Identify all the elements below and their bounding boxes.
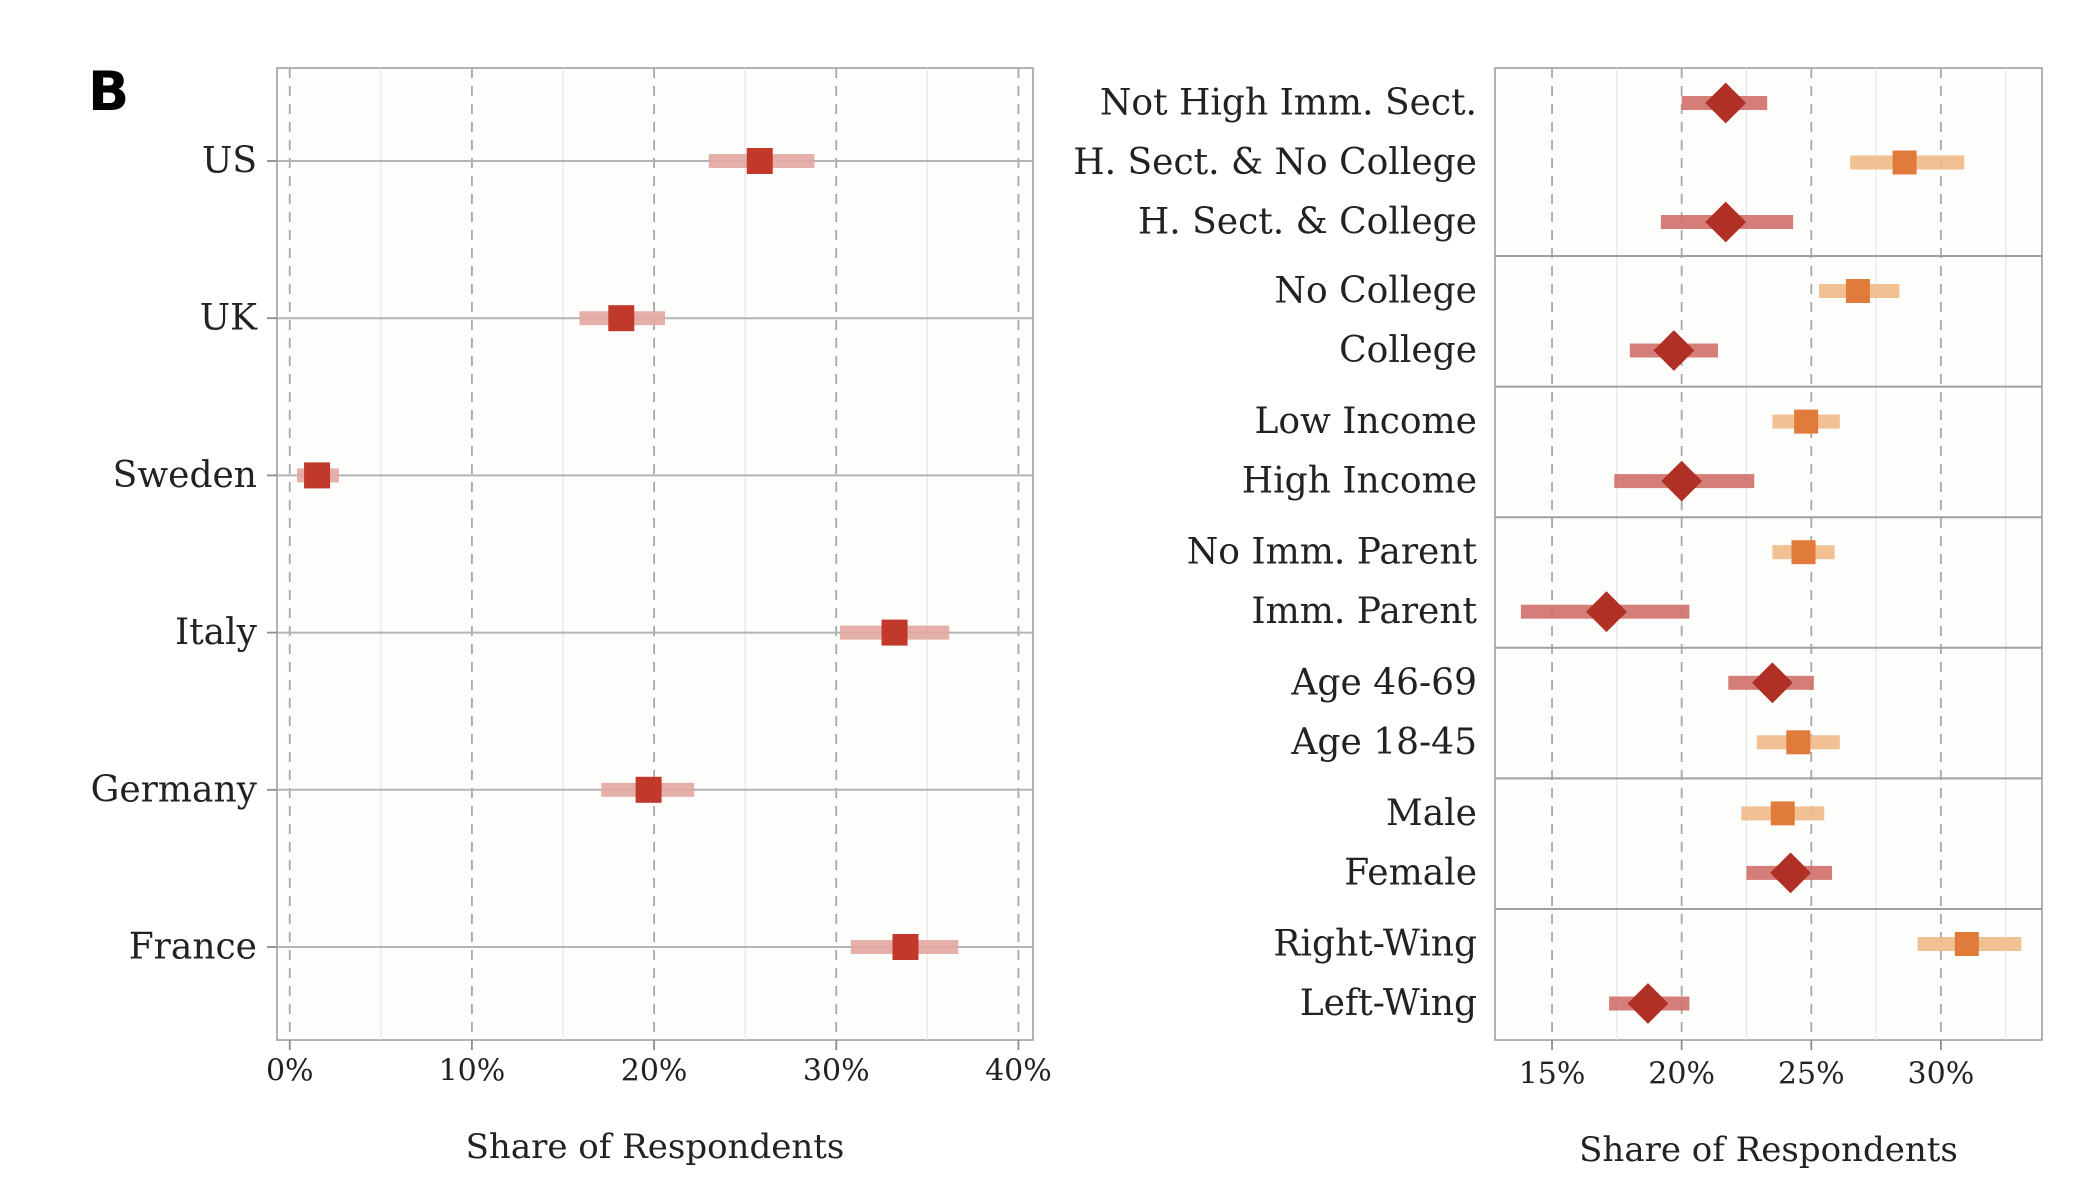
- left-chart-panel: US UK Sweden Italy Germany France 0% 10% 20% 30% 4…: [91, 67, 1052, 1167]
- x-tick-label: 0%: [266, 1054, 314, 1089]
- y-tick-label: Male: [1386, 793, 1477, 834]
- y-tick-label: Germany: [91, 769, 258, 810]
- y-tick-label: Imm. Parent: [1251, 591, 1477, 632]
- x-axis-title: Share of Respondents: [466, 1127, 845, 1167]
- data-point: [1770, 801, 1795, 826]
- data-point: [635, 776, 662, 803]
- y-tick-label: Right-Wing: [1273, 924, 1477, 965]
- y-tick-label: Age 46-69: [1290, 662, 1477, 703]
- y-tick-label: H. Sect. & College: [1138, 202, 1477, 243]
- y-tick-label: Italy: [175, 612, 258, 653]
- x-tick-label: 40%: [985, 1054, 1052, 1089]
- data-point: [1653, 330, 1695, 371]
- y-tick-label: UK: [200, 298, 258, 339]
- plot-area: [276, 67, 1034, 1041]
- data-point: [1661, 460, 1703, 502]
- x-tick-label: 25%: [1778, 1057, 1845, 1092]
- data-point: [1954, 932, 1979, 956]
- y-tick-label: Left-Wing: [1300, 983, 1477, 1024]
- data-point: [608, 305, 635, 332]
- data-point: [1786, 730, 1811, 755]
- plot-area: [1494, 67, 2043, 1041]
- y-tick-label: Not High Imm. Sect.: [1100, 83, 1477, 124]
- y-tick-label: H. Sect. & No College: [1073, 142, 1477, 183]
- data-point: [746, 148, 773, 174]
- x-axis-title: Share of Respondents: [1579, 1130, 1958, 1170]
- data-point: [1627, 983, 1669, 1024]
- panel-label: B: [88, 60, 129, 123]
- data-point: [1845, 279, 1870, 303]
- data-point: [1751, 662, 1793, 704]
- y-tick-label: No College: [1274, 271, 1477, 312]
- x-tick-label: 20%: [621, 1054, 688, 1089]
- y-tick-label: France: [129, 927, 257, 968]
- data-point: [892, 934, 919, 960]
- x-tick-label: 20%: [1648, 1057, 1715, 1092]
- y-tick-label: Sweden: [113, 455, 257, 496]
- data-point: [1705, 201, 1747, 243]
- x-tick-label: 30%: [1908, 1057, 1975, 1092]
- data-point: [1586, 591, 1627, 633]
- data-point: [304, 462, 331, 489]
- y-tick-label: Female: [1344, 852, 1477, 893]
- y-tick-label: US: [202, 141, 257, 182]
- data-point: [1892, 150, 1917, 175]
- data-point: [1794, 409, 1819, 434]
- y-tick-label: High Income: [1242, 461, 1477, 502]
- data-point: [881, 619, 908, 646]
- right-chart-panel: Not High Imm. Sect. H. Sect. & No College…: [1073, 67, 2043, 1170]
- data-point: [1791, 540, 1816, 565]
- x-tick-label: 15%: [1519, 1057, 1586, 1092]
- y-tick-label: No Imm. Parent: [1187, 532, 1478, 573]
- data-point: [1705, 82, 1747, 124]
- x-tick-label: 30%: [803, 1054, 870, 1089]
- data-point: [1770, 852, 1811, 894]
- y-tick-label: College: [1339, 330, 1477, 371]
- x-tick-label: 10%: [439, 1054, 506, 1089]
- y-tick-label: Age 18-45: [1290, 722, 1477, 763]
- y-tick-label: Low Income: [1254, 401, 1477, 442]
